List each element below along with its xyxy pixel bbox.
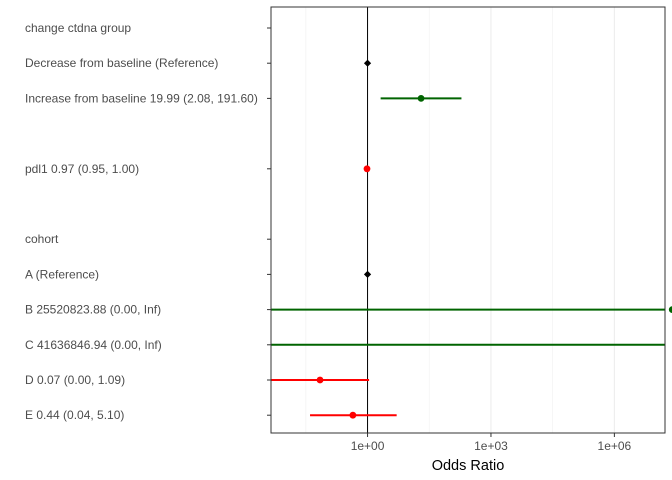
grid-lines	[305, 7, 615, 433]
estimate-point-marker	[349, 411, 357, 419]
x-tick-label: 1e+00	[351, 439, 385, 453]
group-header-label: change ctdna group	[25, 21, 131, 35]
point-estimates	[316, 59, 672, 419]
row-label: Increase from baseline 19.99 (2.08, 191.…	[25, 91, 258, 105]
estimate-point-marker	[417, 95, 425, 102]
reference-point-marker	[363, 59, 372, 67]
x-axis-title: Odds Ratio	[432, 458, 505, 474]
estimate-point-marker	[316, 376, 324, 384]
row-label: Decrease from baseline (Reference)	[25, 56, 218, 70]
group-header-label: cohort	[25, 232, 59, 246]
confidence-intervals	[271, 97, 665, 417]
reference-point-marker	[363, 270, 372, 278]
estimate-point-marker	[363, 165, 371, 173]
y-axis-ticks	[267, 27, 271, 416]
row-label: B 25520823.88 (0.00, Inf)	[25, 303, 161, 317]
row-label: A (Reference)	[25, 267, 99, 281]
x-tick-label: 1e+06	[598, 439, 632, 453]
row-label: E 0.44 (0.04, 5.10)	[25, 408, 124, 422]
row-label: D 0.07 (0.00, 1.09)	[25, 373, 125, 387]
row-labels: change ctdna group Decrease from baseline…	[25, 21, 258, 422]
x-axis-ticks: 1e+00 1e+03 1e+06	[351, 433, 632, 453]
plot-border	[270, 6, 666, 434]
x-tick-label: 1e+03	[474, 439, 508, 453]
row-label: pdl1 0.97 (0.95, 1.00)	[25, 162, 139, 176]
estimate-point-marker	[668, 306, 672, 313]
row-label: C 41636846.94 (0.00, Inf)	[25, 338, 162, 352]
